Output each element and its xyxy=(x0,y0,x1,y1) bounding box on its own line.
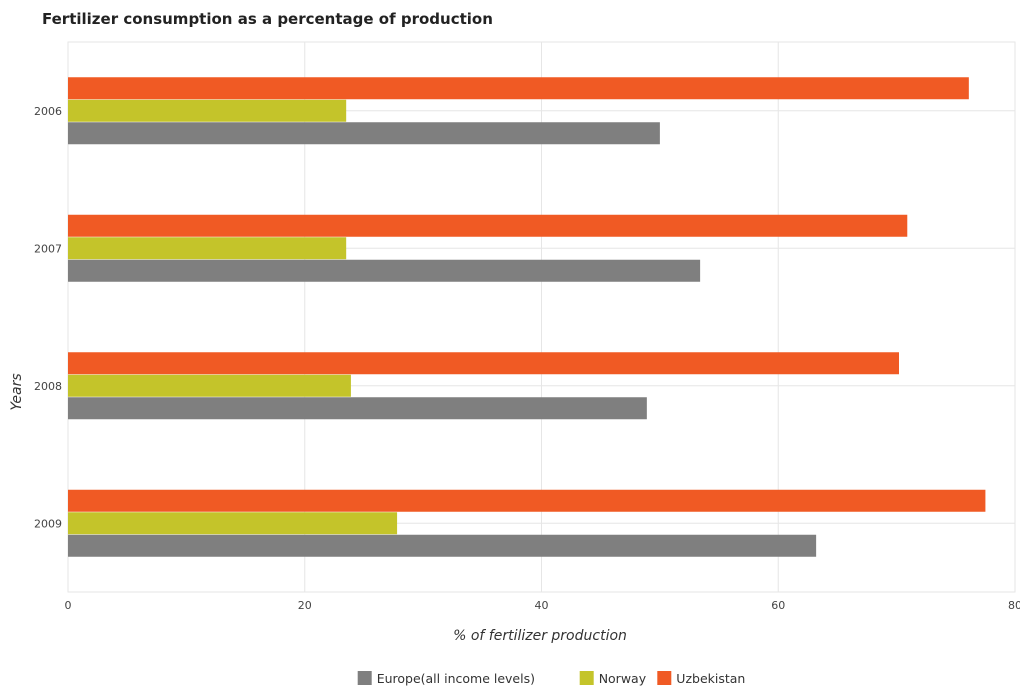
legend-swatch xyxy=(579,671,594,685)
bar xyxy=(68,99,347,122)
bar xyxy=(68,512,398,535)
bar xyxy=(68,397,647,420)
x-tick-label: 40 xyxy=(535,599,549,612)
y-tick-label: 2008 xyxy=(34,380,62,393)
legend-swatch xyxy=(657,671,672,685)
legend-swatch xyxy=(357,671,372,685)
bar xyxy=(68,237,347,260)
bar xyxy=(68,352,899,375)
x-tick-label: 80 xyxy=(1008,599,1020,612)
chart-title: Fertilizer consumption as a percentage o… xyxy=(42,10,493,28)
legend-label: Uzbekistan xyxy=(676,671,745,686)
bar xyxy=(68,374,351,397)
legend-label: Norway xyxy=(599,671,647,686)
legend-label: Europe(all income levels) xyxy=(377,671,535,686)
x-tick-label: 20 xyxy=(298,599,312,612)
x-tick-label: 0 xyxy=(65,599,72,612)
bars xyxy=(68,77,986,557)
x-tick-label: 60 xyxy=(771,599,785,612)
y-tick-label: 2006 xyxy=(34,105,62,118)
legend: Europe(all income levels) Norway Uzbekista… xyxy=(357,671,745,686)
y-tick-label: 2007 xyxy=(34,242,62,255)
y-axis-label: Years xyxy=(9,373,25,410)
y-tick-label: 2009 xyxy=(34,517,62,530)
x-tick-labels: 0 20 40 60 80 xyxy=(65,599,1020,612)
bar xyxy=(68,534,817,557)
bar xyxy=(68,489,986,512)
y-tick-labels: 2006 2007 2008 2009 xyxy=(34,105,62,531)
bar xyxy=(68,214,908,237)
x-axis-label: % of fertilizer production xyxy=(453,628,627,644)
bar xyxy=(68,259,701,282)
bar xyxy=(68,122,660,145)
bar xyxy=(68,77,969,100)
